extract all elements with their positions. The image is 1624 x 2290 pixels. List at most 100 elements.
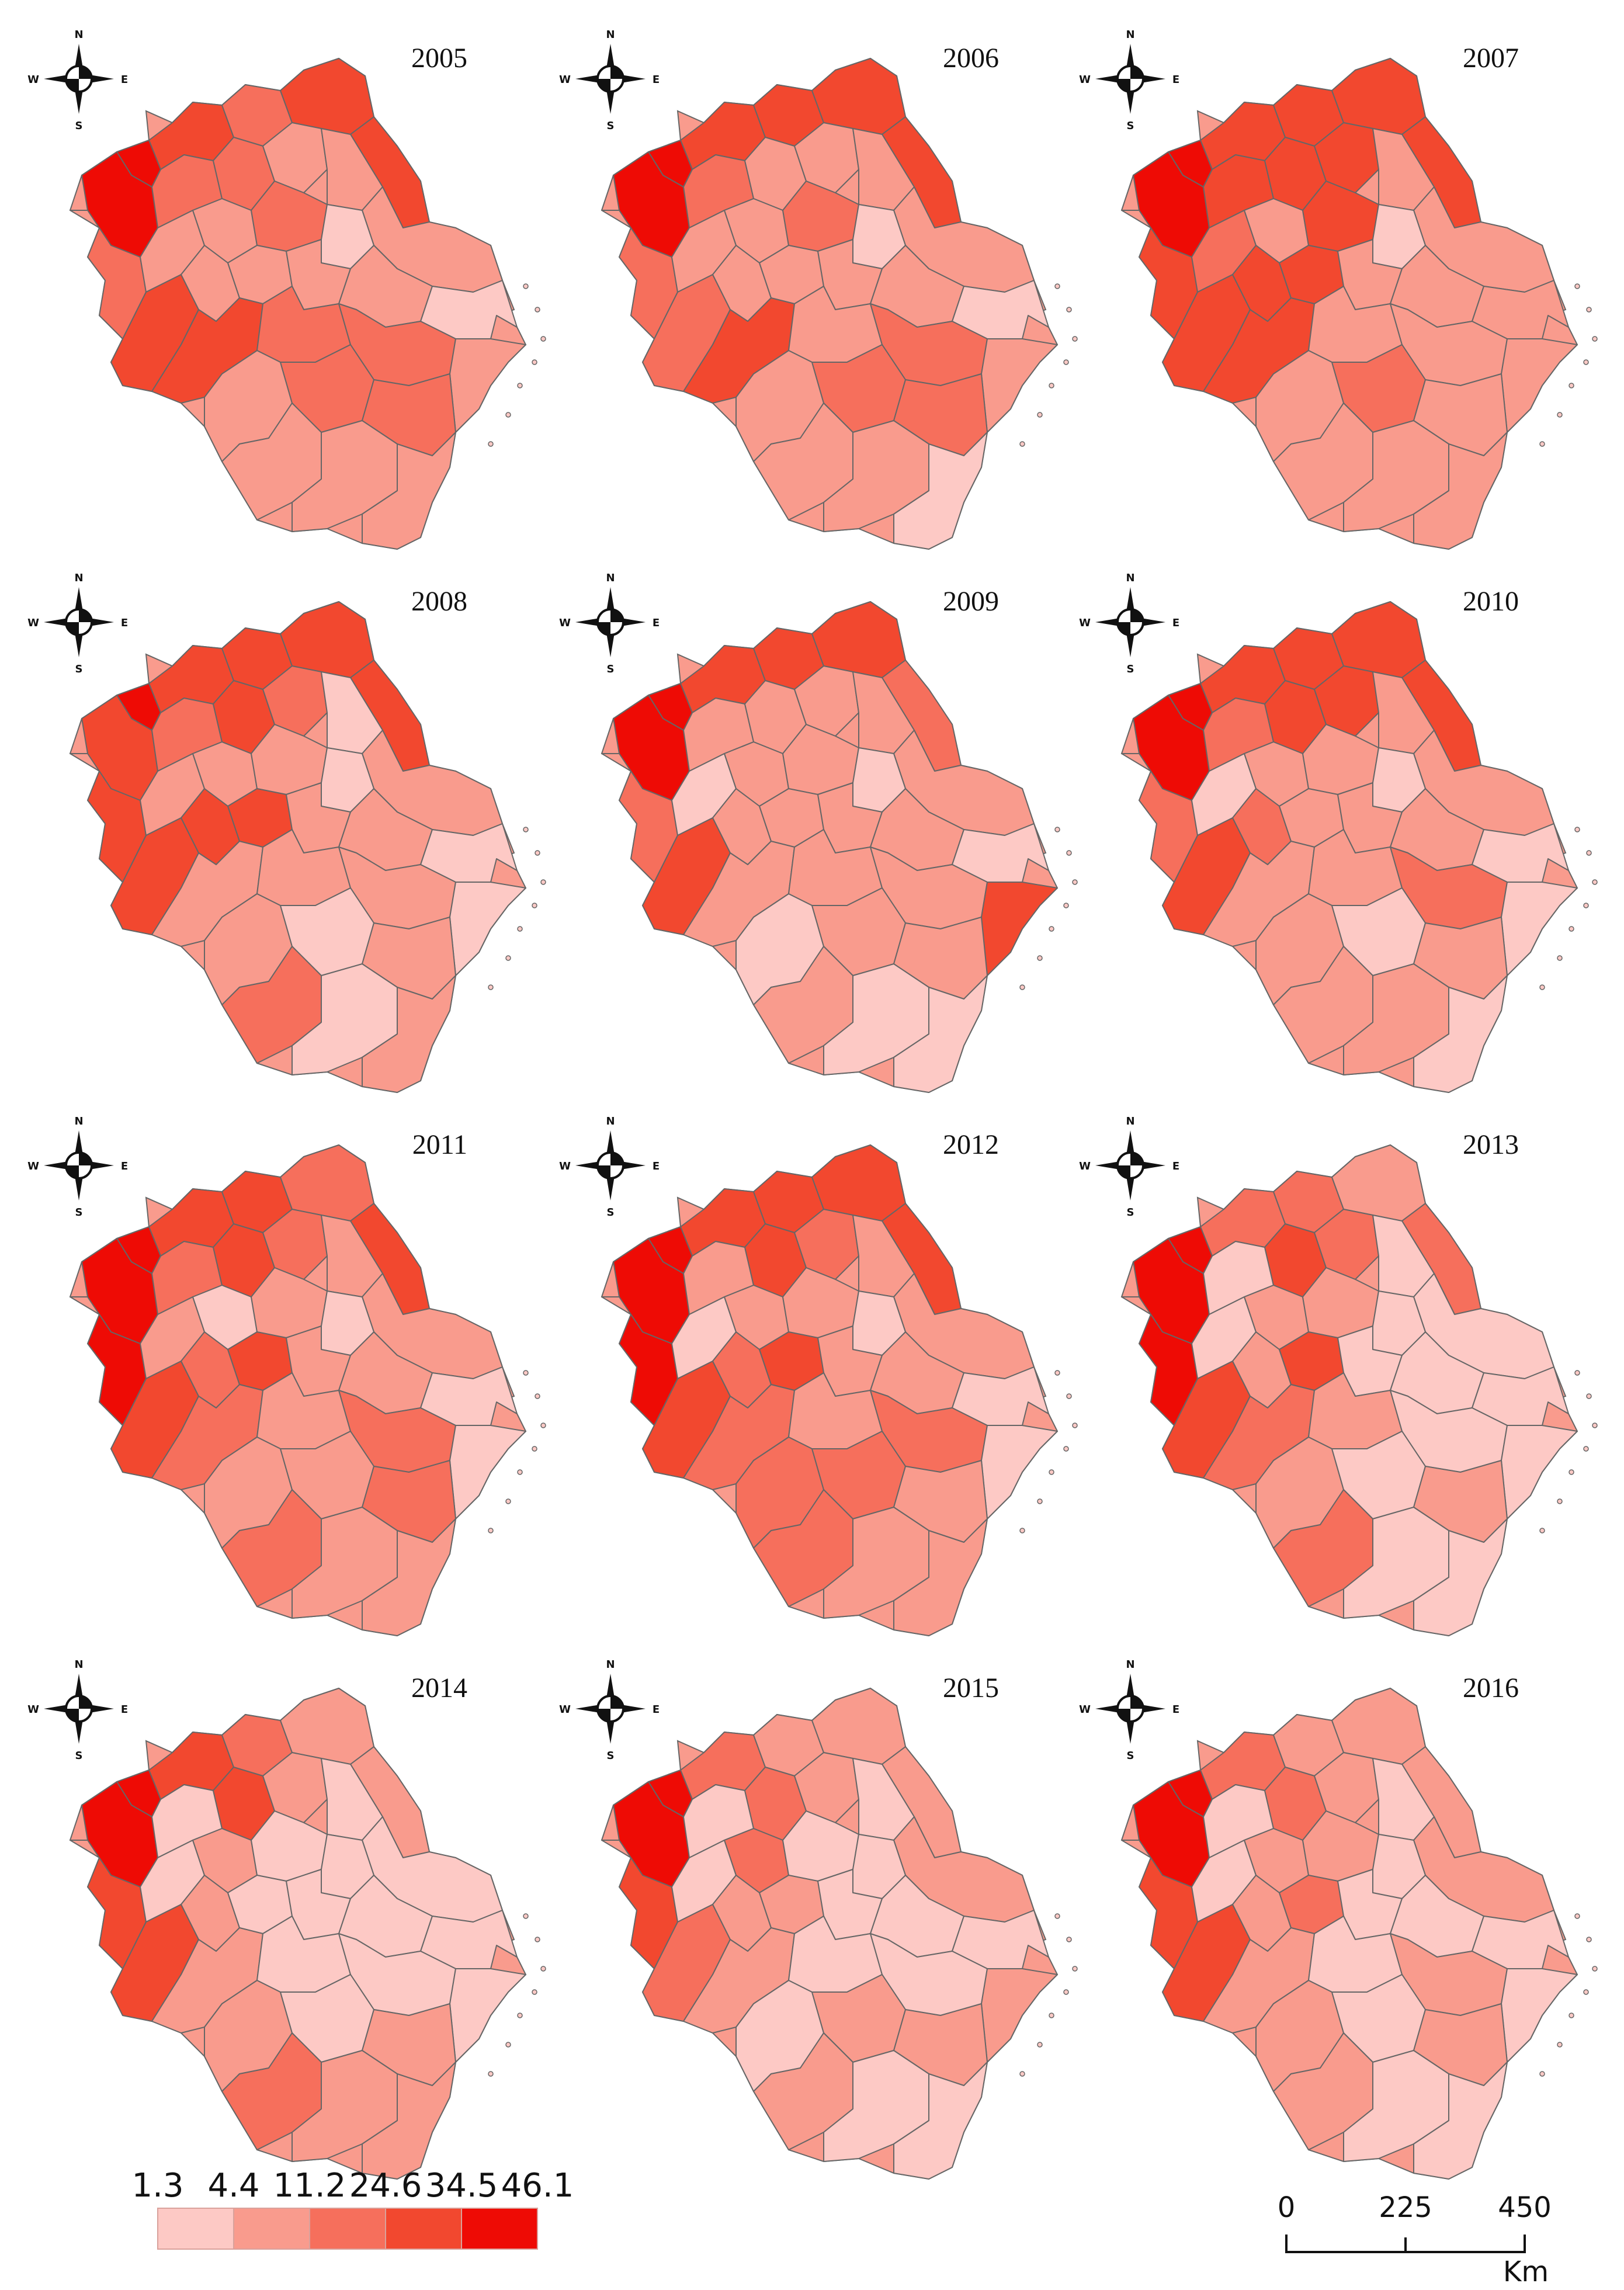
district-s-e3 <box>449 1968 526 2063</box>
island-dot <box>1574 1370 1580 1376</box>
district-s-e3 <box>449 338 526 433</box>
compass-s-label: S <box>607 120 615 132</box>
island-dot <box>1592 1422 1598 1428</box>
compass-s-label: S <box>1127 1206 1134 1219</box>
island-dot <box>1583 1989 1589 1995</box>
compass-s-label: S <box>75 120 83 132</box>
island-dot <box>523 1913 529 1919</box>
island-dot <box>1583 1446 1589 1452</box>
district-s-e3 <box>1501 1425 1578 1519</box>
island-dot <box>1019 1528 1025 1533</box>
district-far-s-e <box>893 2062 988 2180</box>
island-dot <box>1037 955 1043 961</box>
compass-n-label: N <box>1126 1115 1134 1127</box>
scale-label-450: 450 <box>1498 2191 1552 2224</box>
compass-w-label: W <box>559 1160 571 1172</box>
compass-n-label: N <box>74 1115 83 1127</box>
year-label: 2013 <box>1463 1129 1519 1160</box>
compass-e-label: E <box>121 1160 128 1172</box>
island-dot <box>1049 2013 1054 2018</box>
island-dot <box>532 1989 537 1995</box>
district-west-mid <box>601 718 620 754</box>
scale-label-0: 0 <box>1278 2191 1296 2224</box>
compass-n-label: N <box>606 1115 615 1127</box>
compass-n-label: N <box>74 572 83 584</box>
district-s-e3 <box>981 338 1058 433</box>
compass-s-label: S <box>1127 1750 1134 1762</box>
island-dot <box>1054 1913 1060 1919</box>
island-dot <box>1037 1498 1043 1504</box>
compass-icon: N S W E <box>559 572 660 675</box>
legend-break-label: 24.6 <box>349 2167 422 2205</box>
island-dot <box>1072 336 1078 342</box>
district-far-s-c <box>292 1507 398 1619</box>
district-far-s-c <box>1343 2050 1449 2162</box>
compass-w-label: W <box>27 1703 39 1716</box>
district-far-s-e <box>893 975 988 1093</box>
compass-icon: N S W E <box>27 29 128 132</box>
compass-n-label: N <box>1126 572 1134 584</box>
district-west-mid <box>70 718 88 754</box>
island-dot <box>1019 984 1025 990</box>
year-label: 2005 <box>411 43 467 74</box>
compass-icon: N S W E <box>27 1115 128 1219</box>
map-panel-2011: N S W E 2011 <box>27 1115 546 1637</box>
island-dot <box>1539 2071 1545 2077</box>
district-s-e3 <box>1501 882 1578 976</box>
island-dot <box>505 2042 511 2048</box>
compass-w-label: W <box>1079 74 1091 86</box>
year-label: 2011 <box>412 1129 467 1160</box>
island-dot <box>1574 1913 1580 1919</box>
compass-n-label: N <box>606 29 615 41</box>
district-west-mid <box>70 1805 88 1841</box>
compass-s-label: S <box>1127 120 1134 132</box>
district-s-e3 <box>1501 1968 1578 2063</box>
island-dot <box>1054 283 1060 289</box>
compass-n-label: N <box>74 29 83 41</box>
compass-icon: N S W E <box>559 1115 660 1219</box>
compass-icon: N S W E <box>1079 29 1179 132</box>
compass-e-label: E <box>653 1160 660 1172</box>
island-dot <box>535 1393 540 1399</box>
island-dot <box>1049 1469 1054 1475</box>
island-dot <box>488 984 494 990</box>
island-dot <box>1072 1422 1078 1428</box>
island-dot <box>1592 336 1598 342</box>
compass-w-label: W <box>27 1160 39 1172</box>
district-far-s-c <box>292 420 398 532</box>
island-dot <box>1066 307 1072 313</box>
district-west-mid <box>1121 718 1140 754</box>
compass-e-label: E <box>653 74 660 86</box>
island-dot <box>523 283 529 289</box>
island-dot <box>1066 1937 1072 1942</box>
compass-n-label: N <box>606 572 615 584</box>
district-far-s-e <box>362 1518 456 1636</box>
map-panel-2008: N S W E 2008 <box>27 572 546 1094</box>
compass-e-label: E <box>653 617 660 629</box>
compass-icon: N S W E <box>559 29 660 132</box>
compass-s-label: S <box>607 1206 615 1219</box>
island-dot <box>1574 283 1580 289</box>
island-dot <box>532 1446 537 1452</box>
island-dot <box>1072 879 1078 885</box>
compass-w-label: W <box>559 74 571 86</box>
legend-swatch-1 <box>233 2208 310 2250</box>
island-dot <box>1569 2013 1574 2018</box>
compass-icon: N S W E <box>1079 1658 1179 1762</box>
island-dot <box>1049 383 1054 388</box>
compass-s-label: S <box>75 1750 83 1762</box>
map-panels: N S W E 2005 N S W E 2006 N S W E 2007 N S W E 2008 N S W E 2009… <box>27 29 1598 2180</box>
compass-n-label: N <box>74 1658 83 1671</box>
district-far-s-c <box>1343 420 1449 532</box>
island-dot <box>1569 383 1574 388</box>
legend-break-label: 46.1 <box>501 2167 574 2205</box>
island-dot <box>1049 926 1054 932</box>
district-west-mid <box>1121 1261 1140 1297</box>
legend: 1.3 4.4 11.2 24.6 34.5 46.1 <box>131 2167 574 2250</box>
compass-s-label: S <box>75 663 83 675</box>
compass-e-label: E <box>1172 1160 1179 1172</box>
district-west-mid <box>601 1261 620 1297</box>
district-far-s-c <box>1343 1507 1449 1619</box>
island-dot <box>1557 2042 1563 2048</box>
compass-s-label: S <box>1127 663 1134 675</box>
